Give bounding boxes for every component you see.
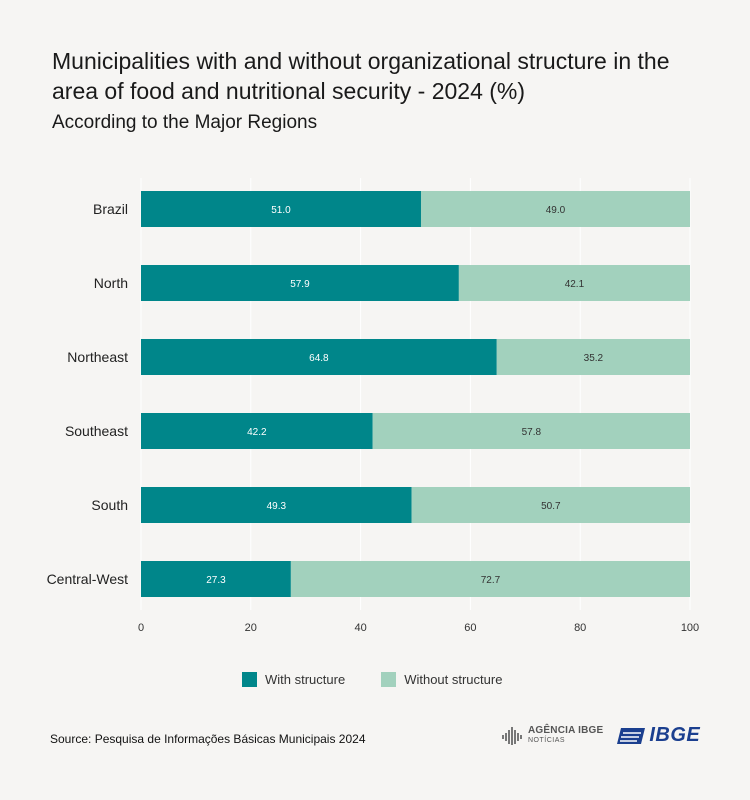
bar-value-label: 49.0: [546, 205, 566, 216]
agencia-ibge-icon: [502, 726, 522, 745]
ibge-mark-icon: [617, 727, 646, 744]
legend-item-with: With structure: [242, 672, 345, 687]
legend-label-with: With structure: [265, 672, 346, 687]
bar-value-label: 51.0: [271, 205, 291, 216]
category-label: Brazil: [93, 201, 128, 217]
ibge-logo: IBGE: [617, 724, 700, 747]
category-label: North: [94, 275, 128, 291]
bar-with-structure: [141, 561, 291, 597]
bar-without-structure: [290, 561, 690, 597]
bar-without-structure: [411, 487, 690, 523]
bar-without-structure: [372, 413, 690, 449]
bar-without-structure: [496, 339, 690, 375]
bar-without-structure: [420, 191, 690, 227]
agencia-logo-title: AGÊNCIA IBGE: [528, 724, 604, 736]
category-label: South: [91, 497, 128, 513]
x-tick-label: 40: [354, 622, 366, 634]
bar-value-label: 42.1: [565, 279, 585, 290]
bar-chart: 0 20 40 60 80 100 Brazil 51.0 49.0 North 57.9 42.1 N…: [47, 178, 699, 634]
bar-with-structure: [141, 339, 497, 375]
legend-swatch-without: [381, 672, 397, 687]
bar-value-label: 27.3: [206, 575, 226, 586]
bar-value-label: 64.8: [309, 353, 329, 364]
bar-value-label: 49.3: [267, 501, 287, 512]
logos: AGÊNCIA IBGE NOTÍCIAS IBGE: [502, 724, 700, 747]
bar-value-label: 35.2: [584, 353, 604, 364]
bar-without-structure: [458, 265, 690, 301]
bar-with-structure: [141, 487, 412, 523]
bar-with-structure: [141, 191, 421, 227]
agencia-ibge-logo: AGÊNCIA IBGE NOTÍCIAS: [502, 725, 603, 747]
legend-item-without: Without structure: [381, 672, 502, 687]
x-tick-label: 60: [464, 622, 476, 634]
category-label: Northeast: [67, 349, 128, 365]
x-tick-label: 100: [681, 622, 699, 634]
bar-value-label: 72.7: [481, 575, 501, 586]
bar-with-structure: [141, 413, 373, 449]
legend-swatch-with: [242, 672, 257, 687]
legend: With structure Without structure: [242, 672, 538, 687]
agencia-logo-subtitle: NOTÍCIAS: [528, 736, 566, 744]
bar-value-label: 57.9: [290, 279, 310, 290]
source-note: Source: Pesquisa de Informações Básicas …: [50, 732, 366, 746]
x-tick-label: 80: [574, 622, 586, 634]
category-label: Central-West: [47, 571, 129, 587]
bar-value-label: 42.2: [247, 427, 267, 438]
category-label: Southeast: [65, 423, 128, 439]
legend-label-without: Without structure: [404, 672, 503, 687]
x-tick-label: 20: [245, 622, 257, 634]
bar-value-label: 57.8: [522, 427, 542, 438]
chart-title: Municipalities with and without organiza…: [52, 48, 670, 104]
bar-with-structure: [141, 265, 459, 301]
x-tick-label: 0: [138, 622, 144, 634]
ibge-logo-text: IBGE: [649, 724, 701, 746]
bar-value-label: 50.7: [541, 501, 561, 512]
chart-subtitle: According to the Major Regions: [52, 112, 318, 133]
